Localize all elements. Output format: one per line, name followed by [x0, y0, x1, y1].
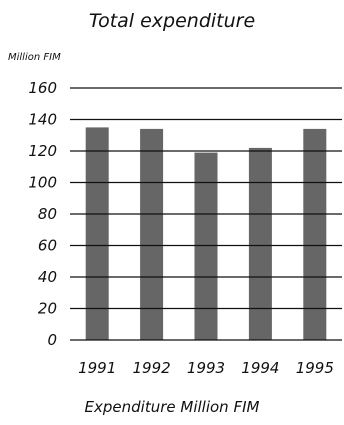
y-tick-label: 120 [28, 142, 57, 160]
y-tick-label: 140 [28, 111, 57, 129]
chart-caption: Expenditure Million FIM [84, 398, 260, 416]
bar-1991 [85, 127, 109, 341]
y-tick-label: 40 [38, 268, 57, 286]
bar-1994 [248, 147, 272, 340]
y-tick-label: 20 [38, 300, 57, 318]
chart-title: Total expenditure [88, 10, 256, 32]
x-tick-label: 1994 [241, 359, 279, 377]
bar-1993 [194, 152, 218, 340]
x-tick-label: 1991 [78, 359, 116, 377]
bar-1992 [140, 128, 164, 340]
y-tick-label: 0 [47, 331, 57, 349]
y-tick-label: 80 [38, 205, 57, 223]
x-tick-label: 1993 [187, 359, 225, 377]
y-tick-label: 100 [28, 174, 57, 192]
x-tick-label: 1995 [296, 359, 334, 377]
y-axis-label: Million FIM [8, 52, 61, 63]
x-tick-label: 1992 [133, 359, 171, 377]
y-tick-label: 60 [38, 237, 57, 255]
bar-1995 [303, 128, 327, 340]
y-tick-label: 160 [28, 79, 57, 97]
